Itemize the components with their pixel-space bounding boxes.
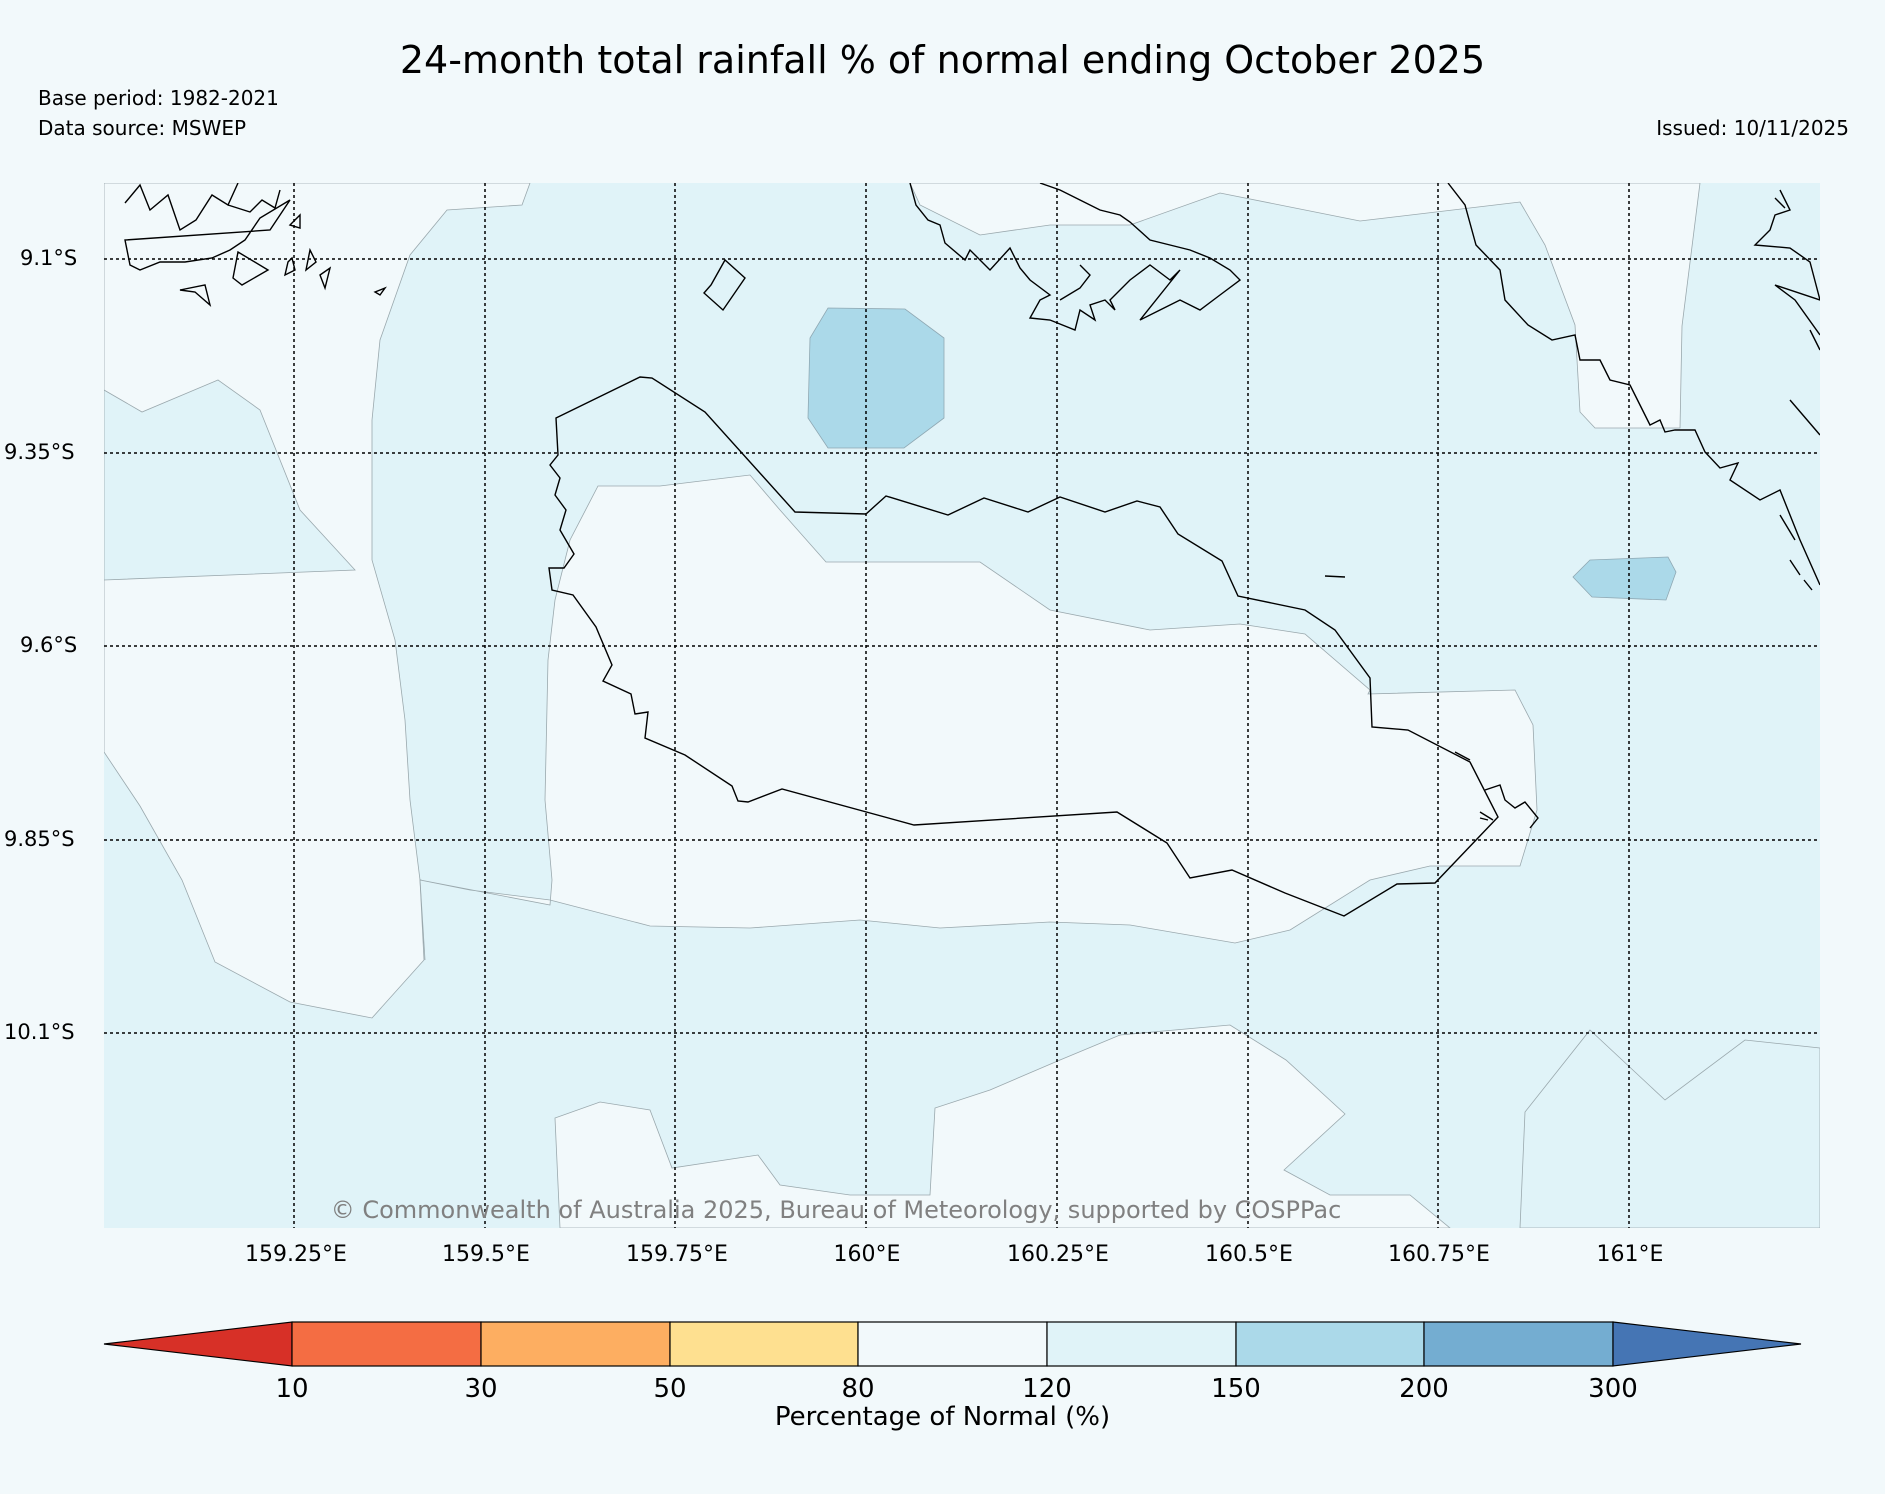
colorbar-below-10 bbox=[103, 1321, 293, 1367]
coastline-northwest-2 bbox=[179, 250, 270, 307]
data-source: Data source: MSWEP bbox=[38, 116, 247, 140]
colorbar-title: Percentage of Normal (%) bbox=[774, 1402, 1111, 1432]
colorbar-tick-label: 10 bbox=[275, 1374, 309, 1404]
lon-label: 160.5°E bbox=[1205, 1242, 1293, 1267]
colorbar-tick-label: 30 bbox=[464, 1374, 498, 1404]
lat-label: 10.1°S bbox=[4, 1020, 75, 1044]
region-80-120-north bbox=[909, 183, 1701, 429]
coastline-east-tip bbox=[1479, 784, 1539, 829]
colorbar-tick-label: 120 bbox=[1022, 1374, 1072, 1404]
lon-label: 161°E bbox=[1596, 1242, 1664, 1267]
lon-label: 160°E bbox=[833, 1242, 901, 1267]
region-80-120-south bbox=[554, 1024, 1451, 1228]
colorbar bbox=[103, 1321, 1802, 1367]
coastline-islet bbox=[703, 258, 746, 312]
colorbar-tick-label: 200 bbox=[1399, 1374, 1449, 1404]
coastline-northeast bbox=[1447, 183, 1820, 586]
colorbar-10-30 bbox=[291, 1321, 482, 1367]
lon-label: 160.75°E bbox=[1388, 1242, 1490, 1267]
coastline-north bbox=[909, 183, 1242, 331]
colorbar-200-300 bbox=[1423, 1321, 1614, 1367]
colorbar-tick-label: 50 bbox=[653, 1374, 687, 1404]
coastline-guadalcanal bbox=[548, 376, 1499, 917]
copyright-notice: © Commonwealth of Australia 2025, Bureau… bbox=[330, 1196, 1342, 1224]
lat-label: 9.85°S bbox=[4, 827, 75, 851]
colorbar-120-150 bbox=[1046, 1321, 1237, 1367]
lon-label: 159.25°E bbox=[245, 1242, 347, 1267]
chart-title: 24-month total rainfall % of normal endi… bbox=[399, 38, 1486, 82]
coastline-northwest-3 bbox=[283, 213, 387, 296]
region-150-200-north bbox=[807, 307, 945, 449]
lat-label: 9.6°S bbox=[20, 633, 78, 657]
lat-label: 9.35°S bbox=[4, 440, 75, 464]
colorbar-150-200 bbox=[1235, 1321, 1425, 1367]
colorbar-tick-label: 80 bbox=[841, 1374, 875, 1404]
colorbar-50-80 bbox=[669, 1321, 859, 1367]
region-150-200-east bbox=[1572, 556, 1677, 601]
lon-label: 159.75°E bbox=[626, 1242, 728, 1267]
coastline-fragments bbox=[1324, 514, 1813, 761]
colorbar-above-300 bbox=[1612, 1321, 1802, 1367]
colorbar-30-50 bbox=[480, 1321, 671, 1367]
coastline-northwest-1 bbox=[124, 183, 291, 271]
region-120-150-southeast bbox=[1519, 1029, 1820, 1228]
base-period: Base period: 1982-2021 bbox=[38, 86, 279, 110]
lat-label: 9.1°S bbox=[20, 246, 78, 270]
lon-label: 159.5°E bbox=[442, 1242, 530, 1267]
colorbar-80-120 bbox=[857, 1321, 1048, 1367]
lon-label: 160.25°E bbox=[1007, 1242, 1109, 1267]
region-120-150-west-inner bbox=[104, 379, 356, 581]
issued-date: Issued: 10/11/2025 bbox=[1656, 116, 1849, 140]
colorbar-tick-label: 300 bbox=[1588, 1374, 1638, 1404]
colorbar-tick-label: 150 bbox=[1211, 1374, 1261, 1404]
coastline-northeast-2 bbox=[1753, 189, 1820, 436]
region-80-120-center bbox=[419, 474, 1538, 961]
map-gridlines bbox=[104, 183, 1820, 1228]
